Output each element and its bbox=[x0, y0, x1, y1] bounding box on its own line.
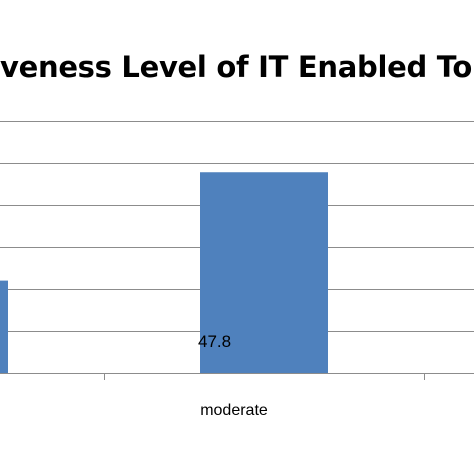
bar-partial bbox=[0, 280, 8, 373]
x-axis bbox=[0, 373, 474, 380]
x-tick-labels: moderate bbox=[200, 402, 268, 419]
data-label-moderate: 47.8 bbox=[198, 332, 231, 351]
data-labels: 47.8 bbox=[198, 332, 231, 351]
x-tick-label-moderate: moderate bbox=[200, 402, 268, 419]
chart-title: veness Level of IT Enabled To bbox=[0, 50, 472, 84]
bars bbox=[0, 172, 328, 373]
bar-moderate bbox=[200, 172, 328, 373]
